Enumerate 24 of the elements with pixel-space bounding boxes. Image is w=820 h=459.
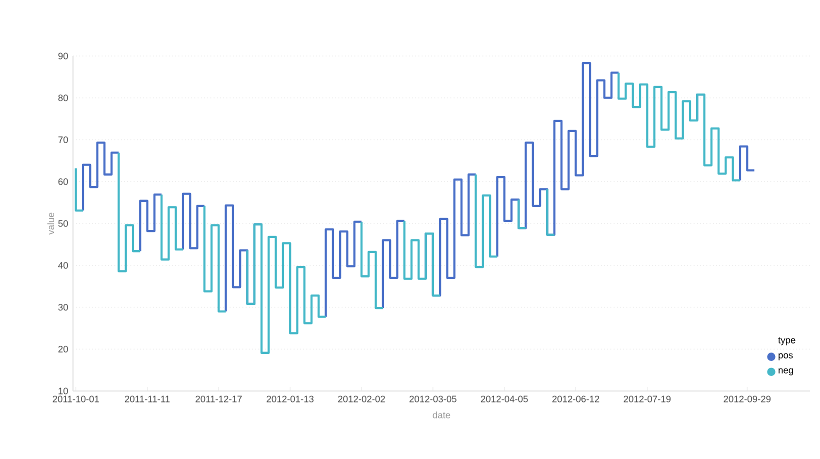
legend-label: neg	[778, 368, 794, 376]
x-tick-label: 2012-07-19	[624, 396, 671, 402]
y-tick-label: 20	[58, 346, 68, 352]
x-tick-label: 2012-01-13	[266, 396, 314, 402]
x-tick-label: 2011-10-01	[52, 396, 99, 402]
x-axis-title: date	[432, 411, 450, 418]
y-tick-label: 90	[58, 52, 68, 60]
y-axis-title: value	[47, 212, 54, 235]
y-tick-label: 50	[58, 220, 68, 227]
y-tick-label: 80	[58, 94, 68, 102]
x-tick-label: 2012-02-02	[338, 396, 385, 402]
x-tick-label: 2012-06-12	[552, 396, 600, 402]
x-tick-label: 2012-04-05	[480, 396, 528, 402]
y-tick-label: 40	[58, 262, 68, 269]
y-tick-label: 70	[58, 136, 68, 144]
x-tick-label: 2012-03-05	[410, 396, 456, 402]
x-tick-label: 2011-12-17	[196, 396, 242, 402]
y-tick-label: 10	[58, 388, 68, 394]
legend-title: type	[778, 337, 796, 346]
x-tick-label: 2012-09-29	[724, 396, 771, 402]
x-tick-label: 2011-11-11	[124, 396, 170, 402]
y-tick-label: 60	[58, 178, 68, 185]
y-tick-label: 30	[58, 304, 68, 311]
legend-label: pos	[778, 353, 793, 360]
